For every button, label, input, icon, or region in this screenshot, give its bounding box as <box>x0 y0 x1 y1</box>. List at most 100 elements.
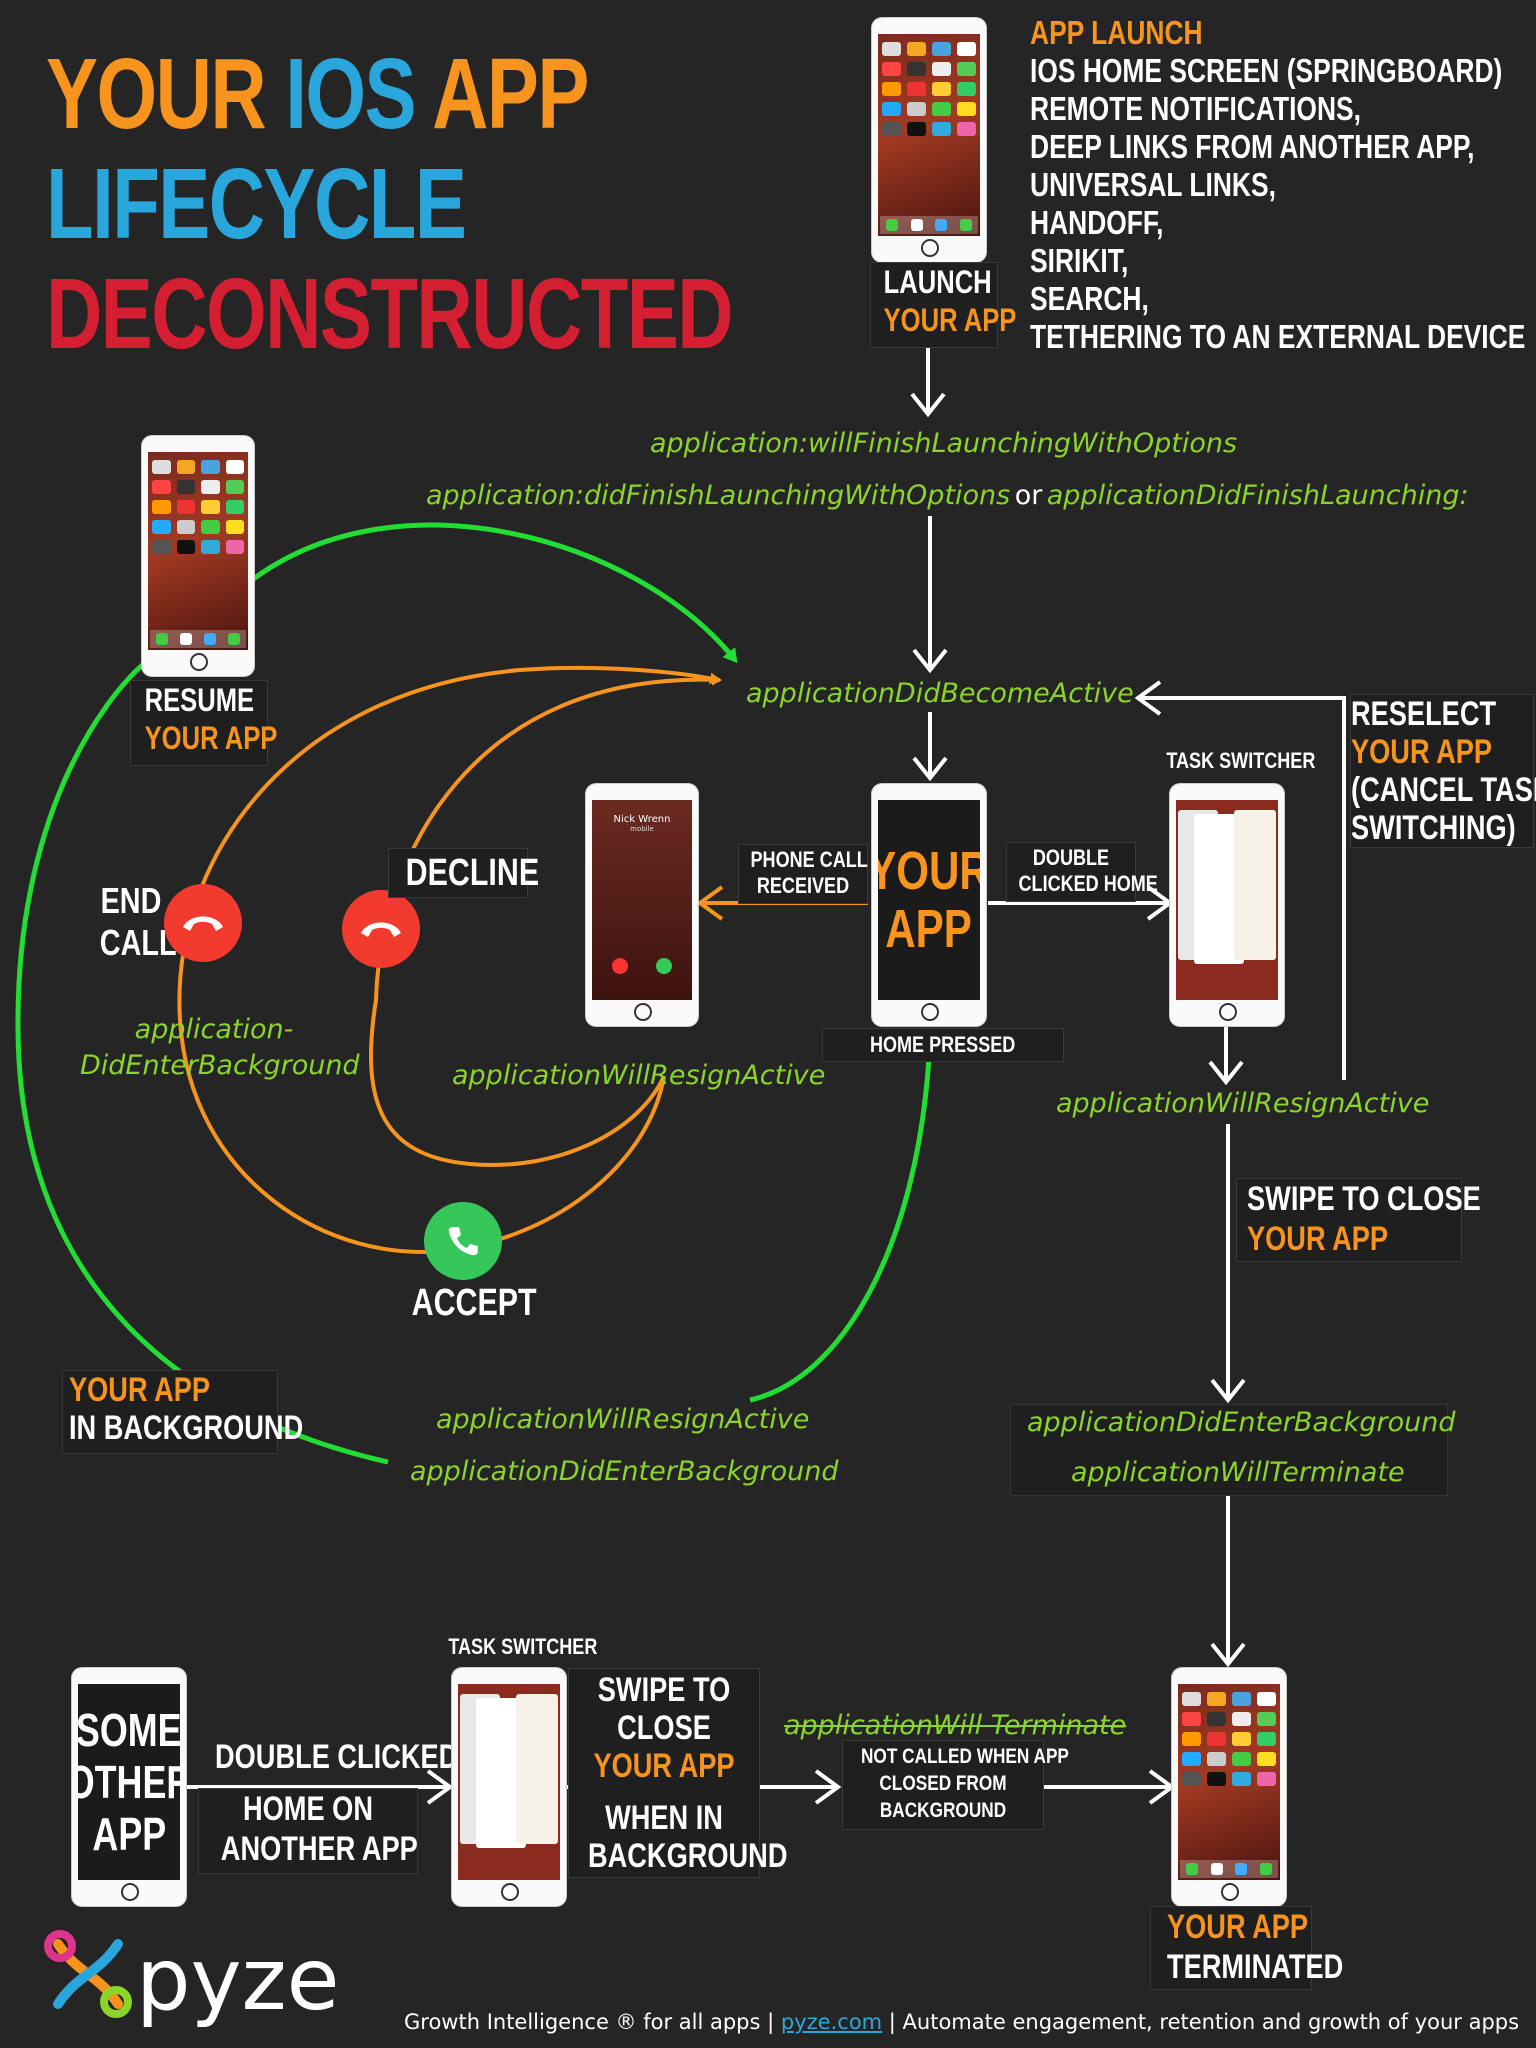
in-background-label-box: YOUR APP IN BACKGROUND <box>62 1370 278 1454</box>
phone-call-received-label: PHONE CALL RECEIVED <box>738 844 868 904</box>
bottom-swipe-line1: SWIPE TO <box>588 1671 740 1709</box>
method-did-enter-bg-left: application- DidEnterBackground <box>80 1012 348 1084</box>
title-your: YOUR <box>46 38 285 150</box>
method-will-terminate-struck: applicationWill Terminate <box>784 1710 1126 1741</box>
launch-source-item: TETHERING TO AN EXTERNAL DEVICE <box>1030 318 1525 356</box>
end-call-label-line2: CALL <box>100 922 162 964</box>
footer-link[interactable]: pyze.com <box>781 2010 882 2034</box>
arrow-finish-to-active <box>914 516 946 670</box>
launch-label-line2: YOUR APP <box>884 301 985 339</box>
your-app-phone: YOUR APP <box>872 784 986 1026</box>
other-app-line2: OTHER <box>78 1756 180 1808</box>
launch-label-line1: LAUNCH <box>884 263 985 301</box>
method-did-enter-bg-left-1: application- <box>80 1012 348 1048</box>
resume-label-box: RESUME YOUR APP <box>130 680 268 766</box>
end-call-label: END CALL <box>100 880 162 964</box>
end-call-button[interactable] <box>164 884 242 962</box>
method-did-become-active: applicationDidBecomeActive <box>746 678 1134 709</box>
accept-button[interactable] <box>424 1202 502 1280</box>
phone-call-line1: PHONE CALL <box>751 847 856 873</box>
method-will-resign-call: applicationWillResignActive <box>452 1060 825 1091</box>
resume-label-line2: YOUR APP <box>145 719 254 757</box>
launch-source-item: UNIVERSAL LINKS, <box>1030 166 1525 204</box>
hang-up-icon <box>358 917 404 941</box>
home-button-icon <box>501 1883 519 1901</box>
launch-source-item: HANDOFF, <box>1030 204 1525 242</box>
accept-label: ACCEPT <box>396 1280 534 1326</box>
footer-text: Growth Intelligence ® for all apps | pyz… <box>404 2010 1519 2034</box>
incoming-call-screen: Nick Wrenn mobile <box>592 800 692 1000</box>
method-will-resign-switcher: applicationWillResignActive <box>1056 1088 1429 1119</box>
home-button-icon <box>121 1883 139 1901</box>
bottom-task-switcher-phone <box>452 1668 566 1906</box>
not-called-label: NOT CALLED WHEN APP CLOSED FROM BACKGROU… <box>842 1740 1044 1830</box>
terminated-line2: TERMINATED <box>1167 1947 1295 1987</box>
mini-decline-icon <box>612 958 628 974</box>
method-will-resign-bottom: applicationWillResignActive <box>436 1404 809 1435</box>
decline-label-text: DECLINE <box>406 849 539 897</box>
bottom-when-line1: WHEN IN <box>588 1799 740 1837</box>
accept-label-text: ACCEPT <box>412 1280 537 1326</box>
decline-button[interactable] <box>342 890 420 968</box>
launch-source-item: REMOTE NOTIFICATIONS, <box>1030 90 1525 128</box>
right-background-methods: applicationDidEnterBackground applicatio… <box>1010 1404 1448 1496</box>
bottom-task-switcher-screen <box>458 1684 560 1880</box>
home-button-icon <box>634 1003 652 1021</box>
double-clicked-another-line3: ANOTHER APP <box>221 1829 395 1869</box>
method-will-terminate-right: applicationWillTerminate <box>1071 1457 1405 1488</box>
terminated-phone <box>1172 1668 1286 1906</box>
curve-resume-green <box>252 525 735 660</box>
your-app-line1: YOUR <box>878 842 980 900</box>
bottom-task-switcher-title-text: TASK SWITCHER <box>448 1634 597 1660</box>
arrow-launch-down <box>912 348 944 414</box>
home-button-icon <box>921 239 939 257</box>
task-switcher-phone <box>1170 784 1284 1026</box>
double-clicked-line1: DOUBLE <box>1019 845 1124 871</box>
footer-text-b: | Automate engagement, retention and gro… <box>882 2010 1519 2034</box>
double-clicked-another-line2: HOME ON <box>221 1789 395 1829</box>
decline-label: DECLINE <box>388 848 528 898</box>
resume-phone <box>142 436 254 676</box>
task-switcher-screen <box>1176 800 1278 1000</box>
your-app-line2: APP <box>886 900 973 958</box>
launch-label-box: LAUNCH YOUR APP <box>870 262 998 348</box>
method-did-enter-bg-left-2: DidEnterBackground <box>80 1048 348 1084</box>
launch-source-item: SIRIKIT, <box>1030 242 1525 280</box>
other-app-phone: SOME OTHER APP <box>72 1668 186 1906</box>
home-button-icon <box>190 653 208 671</box>
method-did-enter-bg-right: applicationDidEnterBackground <box>1027 1407 1456 1438</box>
caller-name: Nick Wrenn <box>592 814 692 825</box>
bottom-swipe-line3: YOUR APP <box>588 1747 740 1785</box>
bottom-task-switcher-title: TASK SWITCHER <box>432 1634 584 1660</box>
arrow-swipe-close-down <box>1212 1124 1244 1400</box>
launch-source-item: SEARCH, <box>1030 280 1525 318</box>
switcher-card-notes <box>1234 810 1276 960</box>
double-clicked-another-label: DOUBLE CLICKED <box>192 1736 422 1778</box>
other-app-screen: SOME OTHER APP <box>78 1684 180 1880</box>
launch-source-item: DEEP LINKS FROM ANOTHER APP, <box>1030 128 1525 166</box>
in-background-line1: YOUR APP <box>69 1371 235 1409</box>
footer-text-a: Growth Intelligence ® for all apps | <box>404 2010 781 2034</box>
title-ios: IOS <box>285 38 415 150</box>
double-clicked-home-label: DOUBLE CLICKED HOME <box>1006 842 1136 902</box>
title-app: APP <box>415 38 588 150</box>
task-switcher-title: TASK SWITCHER <box>1150 748 1302 774</box>
method-did-finish-row: application:didFinishLaunchingWithOption… <box>426 480 1469 511</box>
incoming-call-phone: Nick Wrenn mobile <box>586 784 698 1026</box>
home-button-icon <box>921 1003 939 1021</box>
reselect-line1: RESELECT <box>1351 695 1497 733</box>
pyze-logo-icon <box>38 1924 138 2024</box>
bottom-swipe-close-box: SWIPE TO CLOSE YOUR APP WHEN IN BACKGROU… <box>568 1668 760 1878</box>
launch-sources: APP LAUNCH IOS HOME SCREEN (SPRINGBOARD)… <box>1030 14 1536 356</box>
bottom-swipe-line2: CLOSE <box>588 1709 740 1747</box>
method-did-finish-launching: application:didFinishLaunchingWithOption… <box>426 480 1010 511</box>
your-app-screen: YOUR APP <box>878 800 980 1000</box>
terminated-phone-screen <box>1178 1684 1280 1880</box>
swipe-close-line2: YOUR APP <box>1247 1219 1418 1259</box>
arrow-active-to-app <box>914 712 946 778</box>
phone-call-line2: RECEIVED <box>751 873 856 899</box>
mini-accept-icon <box>656 958 672 974</box>
arrow-terminate-down <box>1212 1496 1244 1664</box>
hang-up-icon <box>180 911 226 935</box>
home-pressed-label: HOME PRESSED <box>822 1028 1064 1062</box>
